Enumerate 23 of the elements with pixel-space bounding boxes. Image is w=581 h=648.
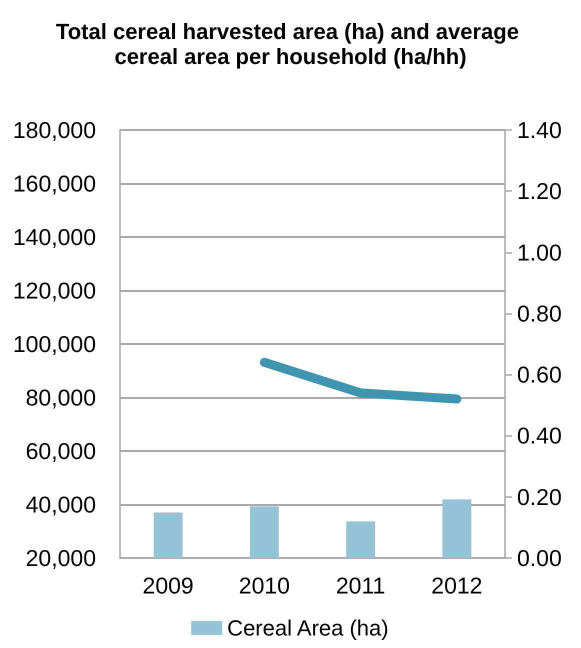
- y2-tick-label: 0.80: [517, 300, 562, 326]
- chart-title: Total cereal harvested area (ha) and average cereal area per household (ha/hh): [56, 19, 526, 69]
- y-tick-label: 160,000: [12, 170, 96, 196]
- x-tick-label: 2011: [336, 572, 386, 598]
- y-tick-label: 20,000: [26, 545, 96, 571]
- y-tick-label: 60,000: [26, 438, 96, 464]
- y-tick-label: 140,000: [12, 224, 96, 250]
- y2-tick-label: 1.40: [517, 117, 562, 143]
- y2-tick-label: 1.00: [517, 239, 562, 266]
- y-tick-label: 180,000: [12, 117, 96, 143]
- x-tick-label: 2012: [431, 572, 482, 598]
- y-tick-label: 40,000: [26, 492, 96, 518]
- y2-tick-label: 0.20: [517, 484, 562, 510]
- y-tick-label: 100,000: [12, 331, 96, 357]
- x-tick-label: 2010: [238, 572, 290, 598]
- y-tick-label: 120,000: [12, 278, 96, 304]
- y2-tick-label: 0.60: [517, 362, 562, 388]
- y2-tick-label: 1.20: [517, 178, 562, 204]
- y-tick-label: 80,000: [26, 384, 96, 410]
- y2-tick-label: 0.00: [517, 545, 562, 571]
- x-tick-label: 2009: [142, 572, 194, 598]
- y2-tick-label: 0.40: [517, 422, 562, 449]
- legend-label: Cereal Area (ha): [227, 616, 389, 640]
